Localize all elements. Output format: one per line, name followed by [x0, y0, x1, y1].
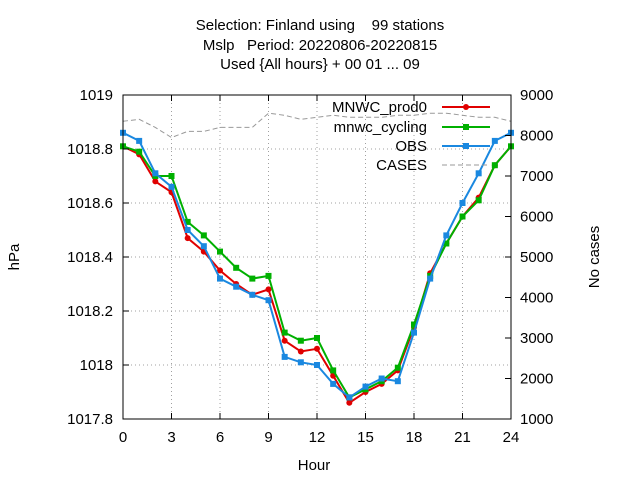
- y2-tick-label: 2000: [520, 371, 553, 388]
- series-line-cases: [122, 112, 512, 139]
- data-point: [394, 378, 401, 385]
- x-axis-label: Hour: [298, 457, 331, 474]
- data-point: [136, 137, 143, 144]
- data-point: [281, 329, 288, 336]
- chart-title-line-1: Selection: Finland using 99 stations: [195, 17, 445, 34]
- data-point: [217, 248, 223, 255]
- y-tick-label: 1018.6: [67, 195, 113, 212]
- chart-title-line-2: Mslp Period: 20220806-20220815: [202, 37, 438, 54]
- data-point: [152, 178, 159, 185]
- legend-marker: [463, 143, 469, 149]
- legend-label: MNWC_prod0: [332, 99, 427, 116]
- data-point: [443, 232, 450, 239]
- axes: 0 3 6 9 12 15 18 21 24 1017.8 1018 1018.2 1018.4 1018…: [67, 87, 553, 446]
- legend: MNWC_prod0 mnwc_cycling OBS CASES: [332, 99, 490, 174]
- legend-label: mnwc_cycling: [334, 119, 427, 136]
- y2-tick-label: 6000: [520, 209, 553, 226]
- y2-tick-label: 9000: [520, 87, 553, 104]
- y2-axis-label: No cases: [586, 226, 603, 289]
- data-point: [411, 321, 417, 328]
- data-point: [475, 170, 482, 177]
- data-point: [346, 399, 353, 406]
- data-point: [314, 362, 320, 368]
- legend-label: CASES: [376, 157, 427, 174]
- y2-tick-label: 4000: [520, 290, 553, 307]
- data-point: [249, 291, 256, 298]
- data-point: [168, 183, 175, 190]
- x-tick-label: 24: [503, 429, 520, 446]
- data-point: [184, 227, 191, 233]
- data-point: [184, 235, 191, 242]
- data-point: [217, 267, 223, 274]
- data-point: [475, 197, 482, 204]
- data-point: [217, 275, 223, 282]
- y2-tick-label: 1000: [520, 411, 553, 428]
- data-point: [265, 297, 272, 304]
- y-tick-label: 1017.8: [67, 411, 113, 428]
- series-line-obs: [122, 131, 512, 399]
- y-tick-label: 1018.8: [67, 141, 113, 158]
- data-point: [152, 170, 159, 177]
- y2-tick-label: 3000: [520, 330, 553, 347]
- data-point: [330, 380, 337, 387]
- x-tick-label: 12: [309, 429, 326, 446]
- data-point: [427, 275, 434, 282]
- y-tick-label: 1018.2: [67, 303, 113, 320]
- legend-marker: [463, 104, 469, 110]
- plot-data: [120, 112, 514, 406]
- data-point: [233, 283, 240, 290]
- data-point: [346, 394, 353, 401]
- data-point: [136, 148, 143, 155]
- data-point: [491, 137, 498, 144]
- data-point: [168, 173, 175, 179]
- data-point: [297, 337, 304, 344]
- y-tick-label: 1019: [80, 87, 113, 104]
- y2-tick-label: 5000: [520, 249, 553, 266]
- data-point: [362, 383, 369, 390]
- data-point: [443, 240, 450, 247]
- legend-marker: [463, 124, 469, 130]
- y-tick-label: 1018: [80, 357, 113, 374]
- x-tick-label: 21: [454, 429, 471, 446]
- data-point: [297, 359, 304, 366]
- data-point: [297, 348, 304, 355]
- y2-tick-label: 8000: [520, 128, 553, 145]
- y2-tick-label: 7000: [520, 168, 553, 185]
- data-point: [281, 337, 288, 344]
- x-tick-label: 0: [119, 429, 127, 446]
- data-point: [459, 213, 466, 220]
- x-tick-label: 15: [357, 429, 374, 446]
- data-point: [314, 345, 320, 352]
- y-tick-label: 1018.4: [67, 249, 113, 266]
- y-axis-label: hPa: [6, 243, 23, 270]
- data-point: [233, 264, 240, 271]
- x-tick-label: 18: [406, 429, 423, 446]
- data-point: [200, 232, 207, 239]
- legend-label: OBS: [395, 138, 427, 155]
- data-point: [200, 243, 207, 250]
- x-tick-label: 6: [216, 429, 224, 446]
- data-point: [314, 335, 320, 341]
- data-point: [491, 162, 498, 169]
- data-point: [281, 353, 288, 360]
- grid: [123, 95, 511, 419]
- data-point: [459, 200, 466, 206]
- data-point: [184, 218, 191, 225]
- data-point: [378, 375, 385, 382]
- x-tick-label: 3: [167, 429, 175, 446]
- chart-title-line-3: Used {All hours} + 00 01 ... 09: [220, 56, 420, 73]
- data-point: [265, 286, 272, 293]
- data-point: [330, 367, 337, 374]
- data-point: [265, 272, 272, 279]
- data-point: [394, 364, 401, 371]
- data-point: [411, 329, 417, 336]
- data-point: [249, 275, 256, 282]
- x-tick-label: 9: [264, 429, 272, 446]
